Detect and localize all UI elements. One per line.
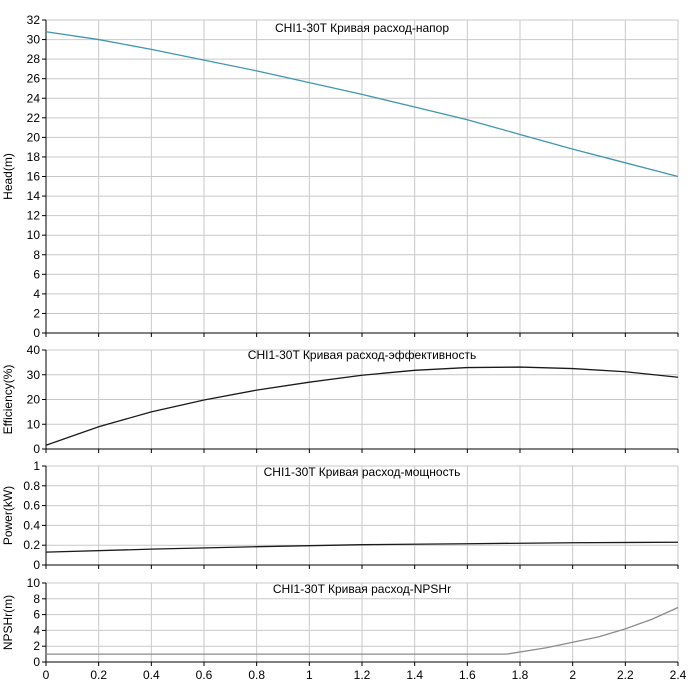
y-tick-label: 20 [27, 393, 41, 407]
y-tick-label: 14 [27, 189, 41, 203]
y-tick-label: 4 [33, 623, 40, 637]
series-line [45, 541, 679, 553]
chart-panel-2: 0 10 20 30 40 CHI1-30T Кривая расход-эффектив… [1, 343, 679, 456]
y-tick-label: 0.8 [23, 479, 40, 493]
y-axis-title: Efficiency(%) [1, 365, 15, 435]
y-tick-label: 12 [27, 209, 41, 223]
y-axis-title: Power(kW) [1, 486, 15, 545]
x-tick-label: 2.4 [670, 668, 687, 682]
x-tick-label: 2.2 [617, 668, 634, 682]
chart-title: CHI1-30T Кривая расход-NPSHr [273, 582, 451, 596]
y-tick-label: 22 [27, 111, 41, 125]
chart-title: CHI1-30T Кривая расход-эффективность [248, 348, 476, 362]
x-tick-label: 0.4 [143, 668, 160, 682]
x-tick-label: 2 [569, 668, 576, 682]
y-tick-label: 6 [33, 608, 40, 622]
x-tick-label: 1.8 [512, 668, 529, 682]
x-tick-label: 1.6 [459, 668, 476, 682]
y-tick-label: 6 [33, 267, 40, 281]
y-tick-label: 8 [33, 248, 40, 262]
y-tick-label: 0.2 [23, 538, 40, 552]
y-tick-label: 8 [33, 592, 40, 606]
y-tick-label: 10 [27, 576, 41, 590]
x-tick-label: 0 [43, 668, 50, 682]
y-tick-label: 26 [27, 72, 41, 86]
y-tick-label: 1 [33, 459, 40, 473]
y-tick-label: 40 [27, 343, 41, 357]
y-tick-label: 0.6 [23, 499, 40, 513]
y-tick-label: 24 [27, 91, 41, 105]
x-tick-label: 1 [306, 668, 313, 682]
x-tick-label: 1.4 [406, 668, 423, 682]
y-tick-label: 10 [27, 417, 41, 431]
y-axis-title: Head(m) [1, 153, 15, 200]
y-tick-label: 0 [33, 326, 40, 340]
y-tick-label: 30 [27, 368, 41, 382]
chart-panel-3: 0 0.2 0.4 0.6 0.8 1 CHI1-30T Кривая расход-мощ… [1, 459, 679, 572]
series-line [45, 366, 679, 446]
y-tick-label: 0 [33, 442, 40, 456]
chart-title: CHI1-30T Кривая расход-мощность [264, 465, 461, 479]
series-line [46, 606, 679, 655]
y-tick-label: 2 [33, 306, 40, 320]
y-tick-label: 20 [27, 130, 41, 144]
y-tick-label: 16 [27, 170, 41, 184]
y-tick-label: 18 [27, 150, 41, 164]
y-tick-label: 2 [33, 639, 40, 653]
y-tick-label: 10 [27, 228, 41, 242]
y-tick-label: 0 [33, 655, 40, 669]
y-tick-label: 0 [33, 558, 40, 572]
y-tick-label: 28 [27, 52, 41, 66]
x-tick-label: 1.2 [354, 668, 371, 682]
y-axis-title: NPSHr(m) [1, 595, 15, 650]
x-tick-label: 0.2 [90, 668, 107, 682]
y-tick-label: 30 [27, 33, 41, 47]
y-tick-label: 32 [27, 13, 41, 27]
chart-title: CHI1-30T Кривая расход-напор [275, 21, 449, 35]
y-tick-label: 0.4 [23, 518, 40, 532]
y-tick-label: 4 [33, 287, 40, 301]
x-tick-label: 0.6 [196, 668, 213, 682]
x-tick-label: 0.8 [248, 668, 265, 682]
series-line [45, 31, 679, 178]
chart-panel-4: 0 2 46 8 10 CHI1-30T Кривая расход-NPSHr NPSHr… [1, 576, 679, 669]
